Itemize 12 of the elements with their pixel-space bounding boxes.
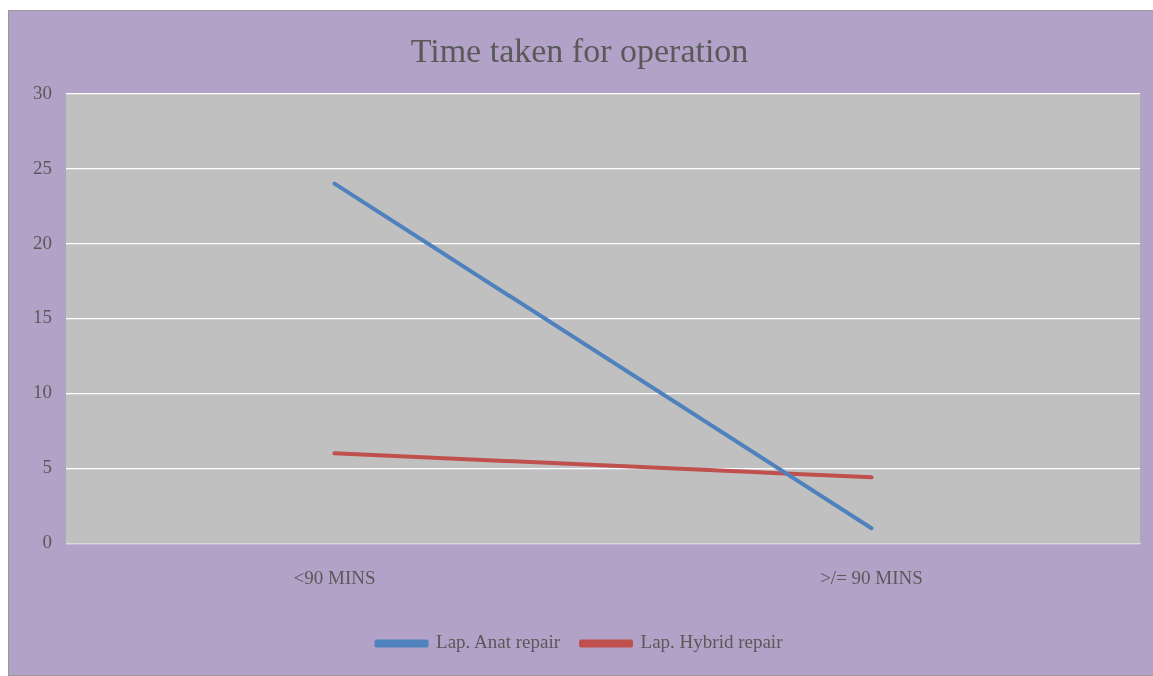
- y-tick-label: 10: [33, 381, 52, 403]
- chart-title: Time taken for operation: [410, 32, 749, 70]
- y-tick-label: 25: [33, 156, 52, 178]
- x-tick-label: >/= 90 MINS: [820, 566, 923, 588]
- legend-label: Lap. Hybrid repair: [640, 631, 784, 653]
- x-tick-label: <90 MINS: [293, 566, 376, 588]
- y-tick-label: 0: [42, 531, 52, 553]
- y-tick-label: 20: [33, 231, 52, 253]
- y-tick-label: 30: [33, 81, 52, 103]
- y-tick-label: 5: [42, 456, 52, 478]
- y-tick-label: 15: [33, 306, 52, 328]
- legend-label: Lap. Anat repair: [436, 631, 561, 653]
